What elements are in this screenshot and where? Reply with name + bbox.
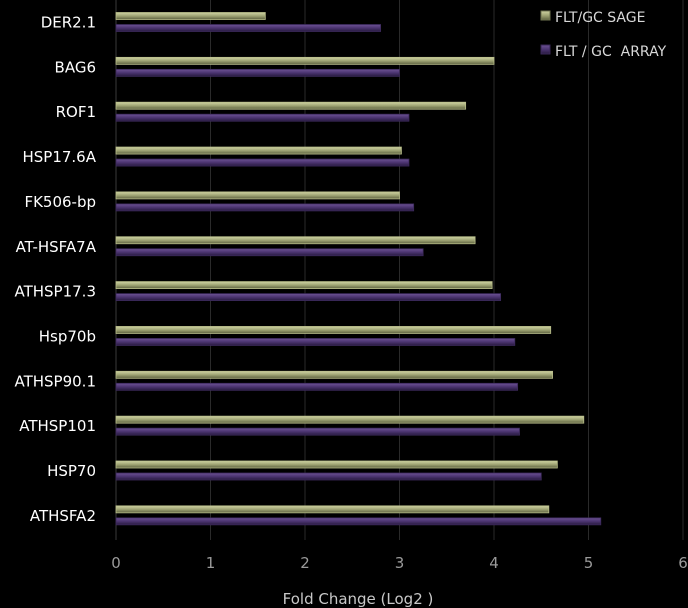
bar-flt-gc-sage <box>115 370 553 379</box>
bar-flt-gc-sage <box>115 12 266 20</box>
category-label: BAG6 <box>55 58 96 76</box>
bar-flt-gc-array <box>115 24 382 32</box>
bar-flt-gc-sage <box>115 460 558 469</box>
bar-flt-gc-array <box>115 382 519 391</box>
bar-flt-gc-sage <box>115 101 467 110</box>
legend-label-sage: FLT/GC SAGE <box>555 10 645 26</box>
bar-flt-gc-array <box>115 113 410 122</box>
bar-flt-gc-array <box>115 158 410 167</box>
bar-flt-gc-array <box>115 517 602 526</box>
category-label: AT-HSFA7A <box>16 238 97 256</box>
x-tick-label: 5 <box>584 554 594 572</box>
legend-swatch-sage <box>540 10 551 21</box>
category-label: Hsp70b <box>39 327 96 345</box>
x-tick-label: 0 <box>111 554 121 572</box>
bar-flt-gc-sage <box>115 415 585 424</box>
legend-swatch-array <box>540 44 551 55</box>
bar-flt-gc-sage <box>115 281 493 290</box>
category-label: HSP17.6A <box>22 148 96 166</box>
bar-flt-gc-sage <box>115 236 476 245</box>
category-labels: DER2.1 BAG6 ROF1 HSP17.6A FK506-bp AT-HSFA7A A… <box>14 14 96 525</box>
x-tick-label: 1 <box>206 554 216 572</box>
grid-lines <box>115 0 684 540</box>
bar-flt-gc-array <box>115 68 400 77</box>
x-tick-label: 6 <box>678 554 688 572</box>
x-tick-label: 2 <box>300 554 310 572</box>
x-tick-label: 3 <box>395 554 405 572</box>
bar-flt-gc-array <box>115 427 520 436</box>
category-label: ATHSP101 <box>19 417 96 435</box>
bar-flt-gc-array <box>115 203 415 212</box>
bar-flt-gc-sage <box>115 191 400 200</box>
legend-label-array: FLT / GC ARRAY <box>555 44 667 60</box>
bar-flt-gc-array <box>115 472 542 481</box>
bar-flt-gc-sage <box>115 146 402 155</box>
category-label: HSP70 <box>47 462 96 480</box>
bar-flt-gc-array <box>115 338 516 346</box>
bar-flt-gc-sage <box>115 505 550 514</box>
category-label: ATHSP17.3 <box>14 283 96 301</box>
bars <box>115 12 602 526</box>
bar-flt-gc-sage <box>115 56 495 65</box>
bar-flt-gc-sage <box>115 326 552 334</box>
legend: FLT/GC SAGE FLT / GC ARRAY <box>540 10 667 60</box>
category-label: FK506-bp <box>24 193 96 211</box>
x-tick-label: 4 <box>489 554 499 572</box>
category-label: ATHSFA2 <box>30 507 96 525</box>
x-tick-labels: 0 1 2 3 4 5 6 <box>111 554 688 572</box>
bar-flt-gc-array <box>115 293 502 302</box>
category-label: ROF1 <box>56 103 96 121</box>
category-label: DER2.1 <box>41 14 96 32</box>
category-label: ATHSP90.1 <box>14 372 96 390</box>
bar-flt-gc-array <box>115 248 424 257</box>
x-axis-title: Fold Change (Log2 ) <box>283 590 434 608</box>
